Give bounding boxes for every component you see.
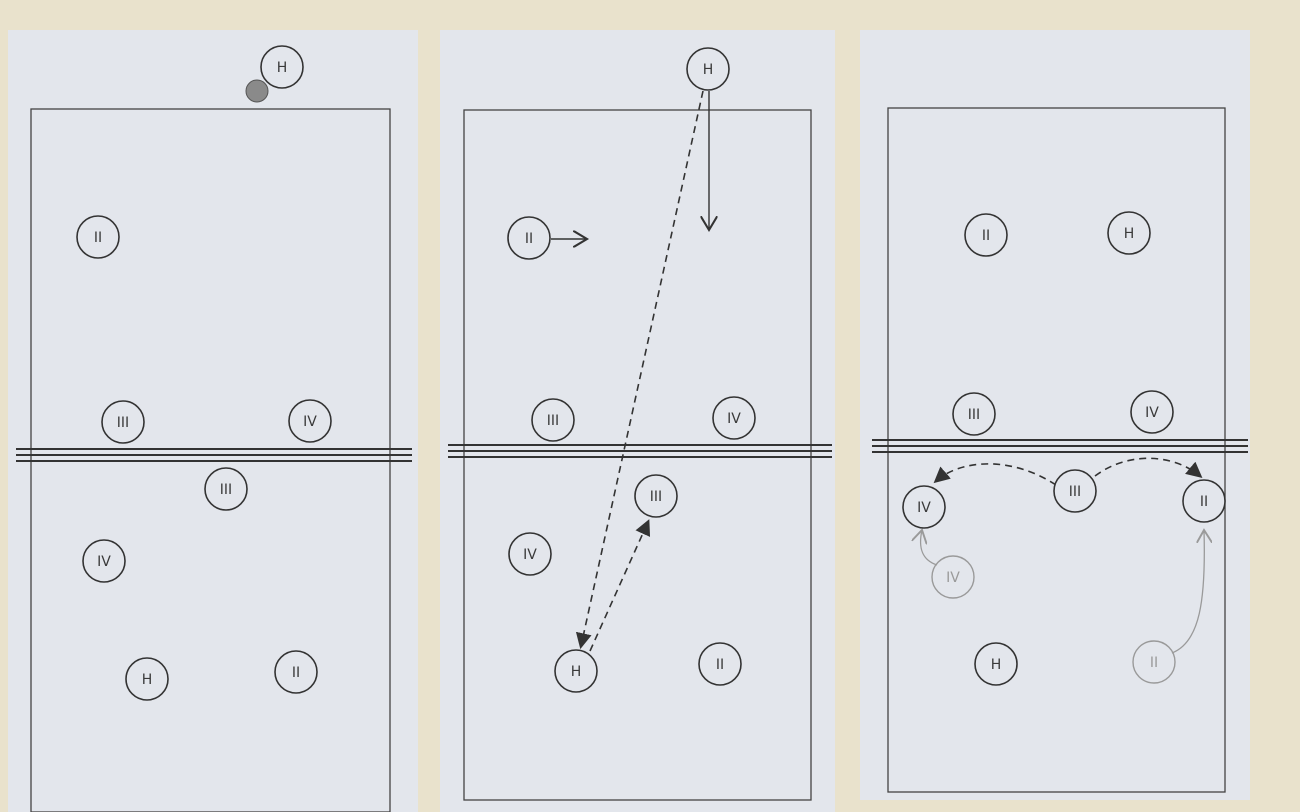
player-marker-ghost: II xyxy=(1132,640,1176,684)
svg-text:IV: IV xyxy=(727,411,741,427)
svg-text:II: II xyxy=(982,228,990,244)
player-marker: III xyxy=(952,392,996,436)
svg-text:II: II xyxy=(525,231,533,247)
svg-text:IV: IV xyxy=(1145,405,1159,421)
svg-text:IV: IV xyxy=(303,414,317,430)
player-marker: III xyxy=(101,400,145,444)
set-right-arrow xyxy=(1094,457,1203,479)
svg-text:IV: IV xyxy=(946,570,960,586)
svg-text:IV: IV xyxy=(523,547,537,563)
player-marker: II xyxy=(698,642,742,686)
iv-approach-arrow xyxy=(921,530,938,566)
player-marker: II xyxy=(274,650,318,694)
svg-text:H: H xyxy=(277,60,288,76)
svg-text:II: II xyxy=(292,665,300,681)
player-marker: III xyxy=(204,467,248,511)
svg-text:III: III xyxy=(547,413,559,429)
player-marker: H xyxy=(686,47,730,91)
player-marker: H xyxy=(260,45,304,89)
panel-3: II H III IV IV III II IV xyxy=(860,30,1250,800)
player-marker: H xyxy=(1107,211,1151,255)
svg-text:III: III xyxy=(117,415,129,431)
svg-text:III: III xyxy=(968,407,980,423)
player-marker: III xyxy=(1053,469,1097,513)
net-1 xyxy=(16,448,412,462)
net-2 xyxy=(448,444,832,458)
panel-3-background xyxy=(860,30,1250,800)
panel-2-background xyxy=(440,30,835,812)
svg-text:H: H xyxy=(703,62,714,78)
svg-text:H: H xyxy=(142,672,153,688)
player-marker: IV xyxy=(82,539,126,583)
panel-1-background xyxy=(8,30,418,812)
serve-path-arrow xyxy=(575,90,704,650)
svg-text:H: H xyxy=(991,657,1002,673)
svg-text:II: II xyxy=(716,657,724,673)
court-3 xyxy=(887,107,1226,793)
player-marker: IV xyxy=(288,399,332,443)
player-marker: II xyxy=(76,215,120,259)
svg-text:III: III xyxy=(220,482,232,498)
svg-text:III: III xyxy=(1069,484,1081,500)
svg-text:III: III xyxy=(650,489,662,505)
player-marker: IV xyxy=(1130,390,1174,434)
svg-text:IV: IV xyxy=(97,554,111,570)
player-marker: II xyxy=(964,213,1008,257)
panel-1: H II III IV III IV H II xyxy=(8,30,418,812)
svg-text:H: H xyxy=(571,664,582,680)
player-marker: IV xyxy=(508,532,552,576)
svg-text:II: II xyxy=(94,230,102,246)
court-2 xyxy=(463,109,812,801)
player-marker: IV xyxy=(712,396,756,440)
player-marker: III xyxy=(634,474,678,518)
svg-text:II: II xyxy=(1200,494,1208,510)
player-marker: III xyxy=(531,398,575,442)
player-marker: II xyxy=(507,216,551,260)
svg-text:H: H xyxy=(1124,226,1135,242)
panel-2: H II III IV III IV H II xyxy=(440,30,835,812)
net-3 xyxy=(872,439,1248,453)
player-marker-ghost: IV xyxy=(931,555,975,599)
player-marker: H xyxy=(125,657,169,701)
player-marker: H xyxy=(554,649,598,693)
player-marker: H xyxy=(974,642,1018,686)
svg-text:II: II xyxy=(1150,655,1158,671)
set-left-arrow xyxy=(933,463,1057,486)
ii-approach-arrow xyxy=(1171,530,1204,654)
player-marker: II xyxy=(1182,479,1226,523)
svg-text:IV: IV xyxy=(917,500,931,516)
player-marker: IV xyxy=(902,485,946,529)
ball-icon xyxy=(245,79,269,103)
